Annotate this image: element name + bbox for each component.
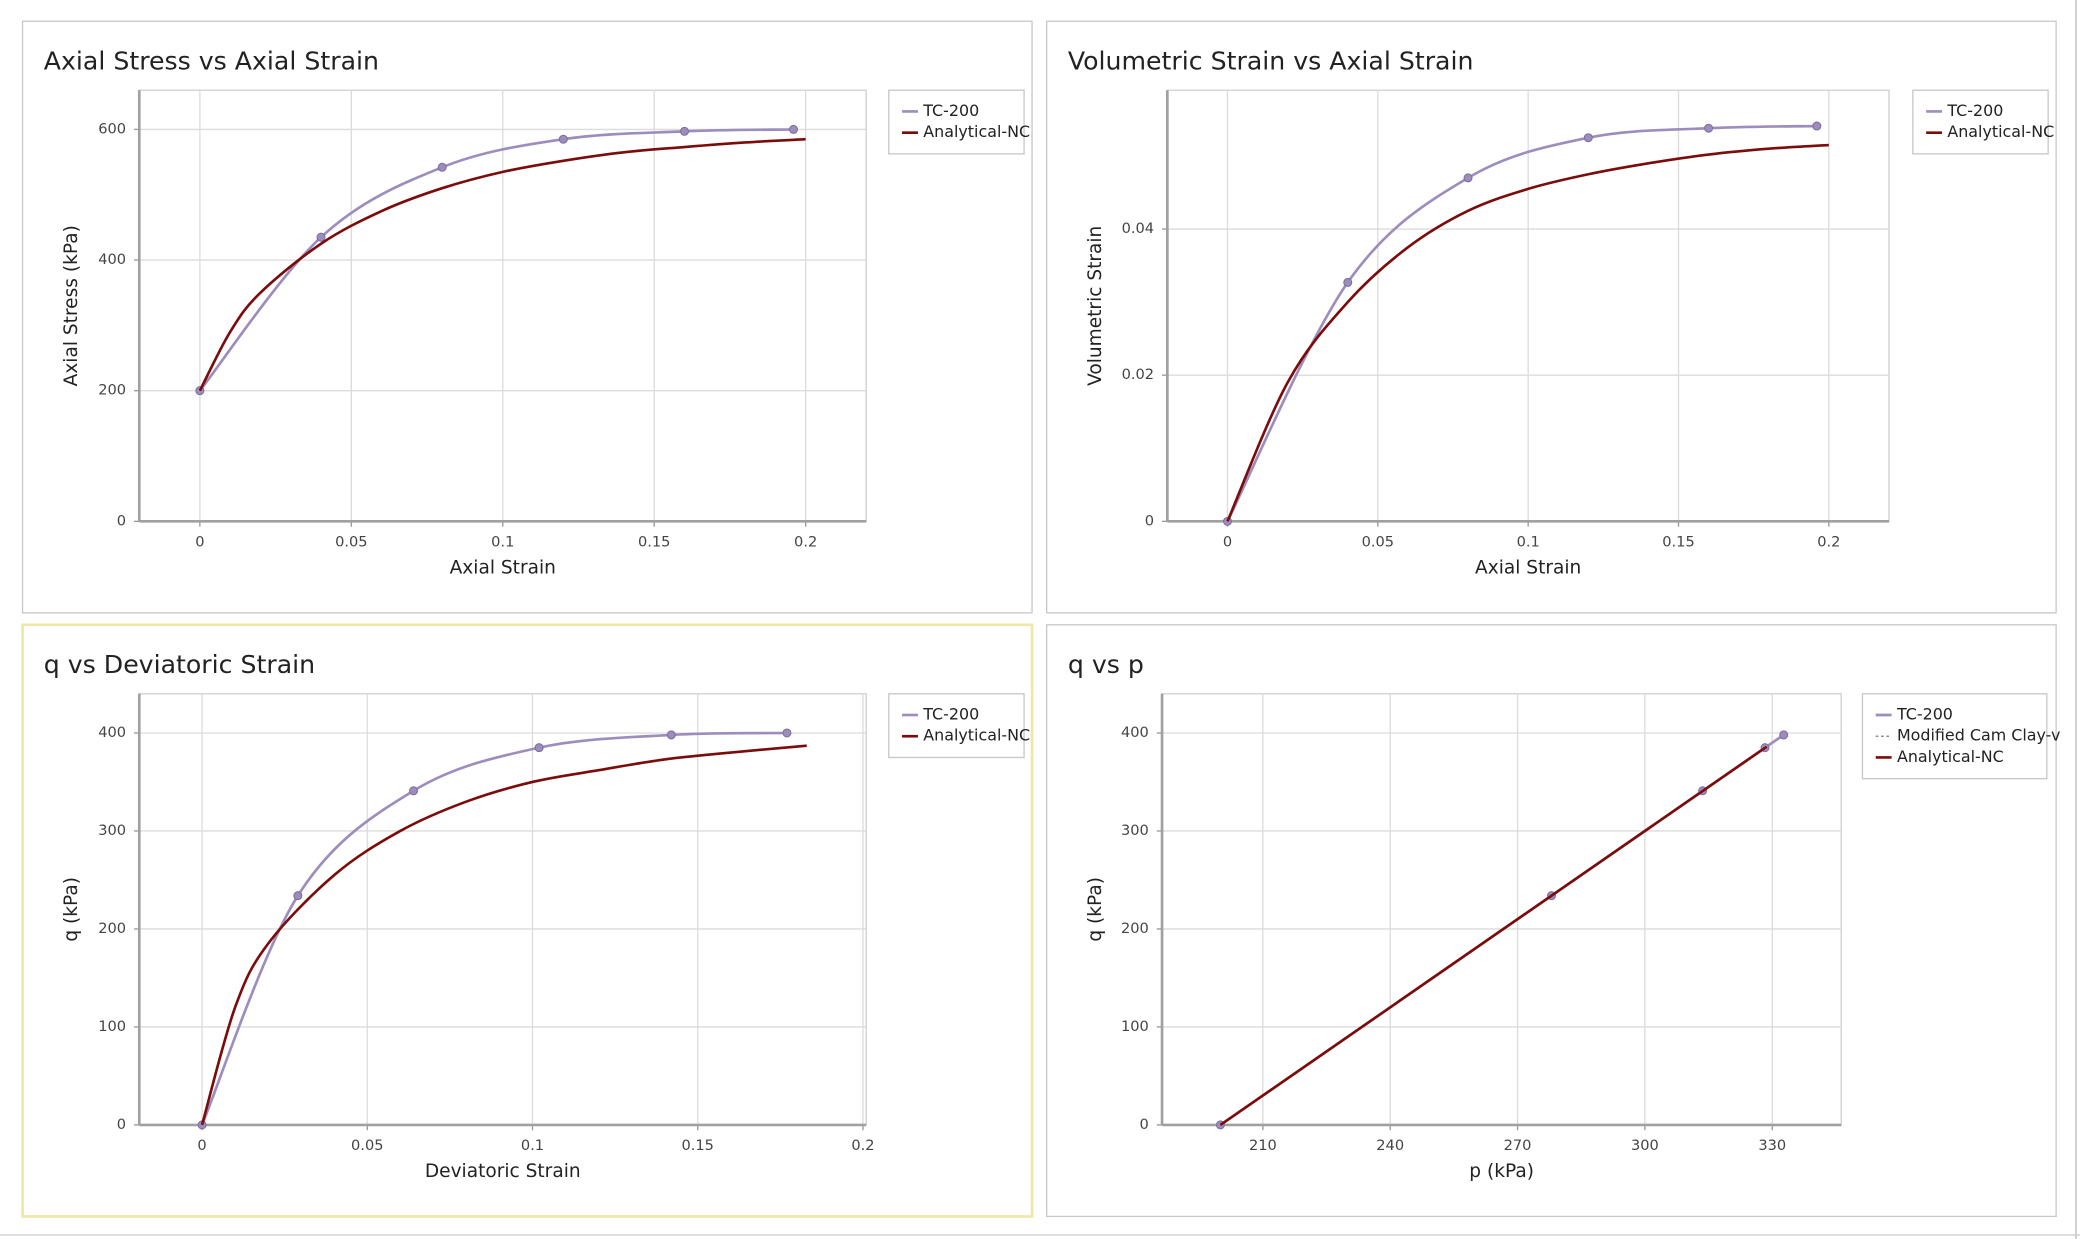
y-tick-label: 0: [117, 512, 126, 529]
x-tick-label: 0.1: [1517, 534, 1540, 551]
legend-box: [888, 89, 1025, 155]
chart-title: Volumetric Strain vs Axial Strain: [1068, 46, 1474, 75]
legend-label: TC-200: [1896, 705, 1953, 724]
plot-area: [138, 693, 867, 1126]
legend-box: [1912, 89, 2049, 155]
data-point: [534, 743, 544, 753]
x-tick-label: 0.2: [794, 534, 817, 551]
y-axis-label: q (kPa): [61, 877, 82, 942]
x-axis-label: Deviatoric Strain: [425, 1161, 581, 1182]
x-tick-label: 0.05: [351, 1137, 383, 1154]
chart-title: q vs Deviatoric Strain: [44, 650, 315, 679]
x-tick-label: 0: [1223, 534, 1232, 551]
x-tick-label: 270: [1504, 1137, 1532, 1154]
chart-title: Axial Stress vs Axial Strain: [44, 46, 379, 75]
y-tick-label: 400: [1121, 724, 1149, 741]
legend-box: [888, 693, 1025, 759]
data-point: [409, 786, 419, 796]
legend-label: Analytical-NC: [923, 726, 1030, 745]
x-axis-label: p (kPa): [1469, 1161, 1534, 1182]
chart-panel: q vs p 210 240 270 300 330 0 100 200 300 400 p (kPa…: [1045, 624, 2060, 1218]
y-tick-label: 300: [1121, 822, 1149, 839]
y-tick-label: 200: [98, 382, 126, 399]
series-line: [200, 744, 807, 1126]
x-tick-label: 0.1: [521, 1137, 544, 1154]
legend-label: Modified Cam Clay-v: [1897, 726, 2060, 745]
y-axis-label: Axial Stress (kPa): [61, 225, 82, 386]
y-tick-label: 600: [98, 120, 126, 137]
x-axis-label: Axial Strain: [450, 557, 556, 578]
data-point: [1463, 173, 1473, 183]
legend-label: TC-200: [1946, 101, 2003, 120]
y-tick-label: 100: [1121, 1018, 1149, 1035]
series-line: [1219, 745, 1768, 1126]
x-tick-label: 330: [1758, 1137, 1786, 1154]
x-tick-label: 0.15: [638, 534, 670, 551]
data-point: [1812, 121, 1822, 131]
x-axis-label: Axial Strain: [1475, 557, 1581, 578]
chart-title: q vs p: [1068, 650, 1144, 679]
data-point: [1583, 133, 1593, 143]
x-tick-label: 0.15: [1662, 534, 1694, 551]
x-tick-label: 0.1: [491, 534, 514, 551]
data-point: [789, 124, 799, 134]
x-tick-label: 0: [197, 1137, 206, 1154]
y-tick-label: 0: [1145, 512, 1154, 529]
chart-panel: q vs Deviatoric Strain 0 0.05 0.1 0.15 0.2 0 10…: [21, 623, 1034, 1218]
series-line: [198, 137, 806, 392]
chart-panel: Axial Stress vs Axial Strain 0 0.05 0.1 0.15…: [21, 20, 1033, 614]
data-point: [316, 232, 326, 242]
legend-label: Analytical-NC: [1897, 747, 2004, 766]
x-tick-label: 0.2: [1817, 534, 1840, 551]
y-tick-label: 100: [98, 1018, 126, 1035]
y-tick-label: 0.02: [1122, 366, 1154, 383]
legend-label: Analytical-NC: [1947, 122, 2054, 141]
y-axis-label: Volumetric Strain: [1085, 226, 1106, 386]
data-point: [1343, 277, 1353, 287]
x-tick-label: 0.05: [335, 534, 367, 551]
data-point: [558, 134, 568, 144]
data-point: [1779, 730, 1789, 740]
data-point: [782, 728, 792, 738]
x-tick-label: 0.2: [851, 1137, 874, 1154]
data-point: [293, 891, 303, 901]
y-tick-label: 300: [98, 822, 126, 839]
legend-label: TC-200: [922, 705, 979, 724]
y-tick-label: 0: [117, 1116, 126, 1133]
y-tick-label: 400: [98, 251, 126, 268]
y-tick-label: 0: [1139, 1116, 1148, 1133]
series-line: [1226, 143, 1829, 522]
legend-label: Analytical-NC: [923, 122, 1030, 141]
x-tick-label: 0: [195, 534, 204, 551]
plot-area: [1161, 693, 1842, 1126]
data-point: [679, 126, 689, 136]
data-point: [666, 730, 676, 740]
x-tick-label: 240: [1376, 1137, 1404, 1154]
y-axis-label: q (kPa): [1085, 877, 1106, 942]
x-tick-label: 300: [1631, 1137, 1659, 1154]
y-tick-label: 0.04: [1122, 220, 1154, 237]
legend-label: TC-200: [922, 101, 979, 120]
data-point: [437, 162, 447, 172]
y-tick-label: 200: [98, 920, 126, 937]
y-tick-label: 400: [98, 724, 126, 741]
y-tick-label: 200: [1121, 920, 1149, 937]
legend-box: [1861, 693, 2048, 780]
x-tick-label: 0.15: [681, 1137, 713, 1154]
chart-panel: Volumetric Strain vs Axial Strain 0 0.05 0.…: [1045, 20, 2057, 614]
x-tick-label: 210: [1249, 1137, 1277, 1154]
data-point: [1704, 123, 1714, 133]
x-tick-label: 0.05: [1362, 534, 1394, 551]
